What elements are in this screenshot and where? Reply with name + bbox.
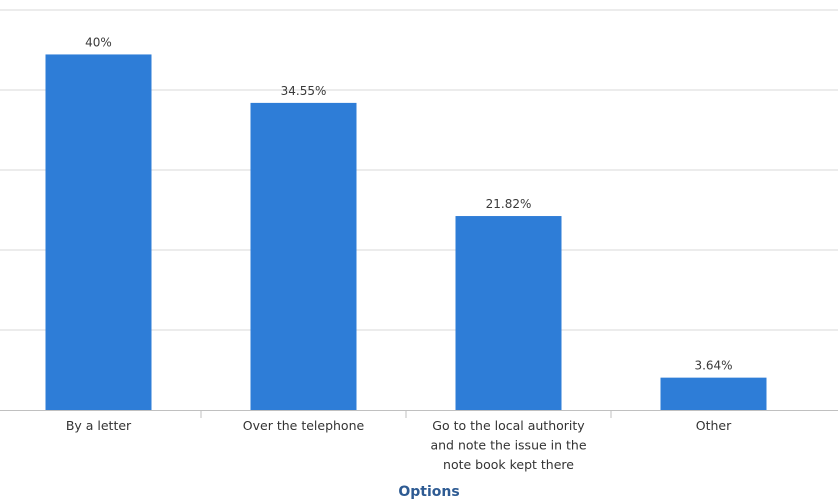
- data-label: 21.82%: [486, 197, 532, 211]
- bar: [455, 216, 562, 410]
- bars: [45, 54, 767, 410]
- category-label: Go to the local authority and note the is…: [430, 418, 586, 472]
- x-axis-title: Options: [398, 484, 459, 500]
- category-label: Other: [696, 418, 732, 433]
- data-label: 40%: [85, 35, 112, 49]
- bar: [250, 102, 357, 410]
- category-labels: By a letter Over the telephone Go to the l…: [66, 418, 732, 472]
- bar: [660, 377, 767, 410]
- bar: [45, 54, 152, 410]
- x-axis: [0, 410, 838, 418]
- data-label: 34.55%: [281, 84, 327, 98]
- category-label: By a letter: [66, 418, 132, 433]
- data-label: 3.64%: [694, 359, 732, 373]
- category-label: Over the telephone: [243, 418, 365, 433]
- data-labels: 40% 34.55% 21.82% 3.64%: [85, 35, 732, 372]
